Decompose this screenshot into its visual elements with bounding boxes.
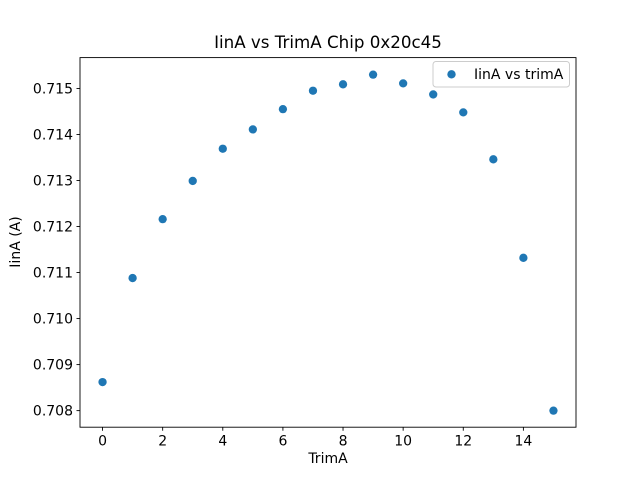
x-tick-label: 2 [158,434,167,450]
x-tick-label: 12 [454,434,472,450]
y-tick-label: 0.713 [33,173,73,189]
y-tick-label: 0.708 [33,404,73,420]
chart-title: IinA vs TrimA Chip 0x20c45 [214,32,442,52]
x-tick-label: 0 [98,434,107,450]
y-tick-label: 0.709 [33,358,73,374]
data-point [338,80,348,89]
scatter-points [98,70,558,415]
data-point [278,105,288,114]
y-tick-label: 0.712 [33,219,73,235]
y-tick-label: 0.711 [33,265,73,281]
data-point [429,90,438,99]
data-point [549,406,558,415]
x-axis-ticks: 0 2 4 6 8 10 12 14 [98,427,532,450]
x-tick-label: 4 [218,434,227,450]
data-point [218,144,227,153]
data-point [98,377,107,387]
y-axis-label: IinA (A) [8,216,24,267]
data-point [128,273,137,283]
x-tick-label: 10 [394,434,412,450]
data-point [368,70,378,79]
legend-label: IinA vs trimA [474,67,564,83]
data-point [248,125,257,134]
data-point [489,155,498,164]
y-tick-label: 0.714 [33,127,73,143]
y-axis-ticks: 0.708 0.709 0.710 0.711 0.712 0.713 0.714 0.715 [33,81,80,420]
legend-box [432,61,570,88]
plot-area [79,57,577,428]
data-point [158,215,167,224]
data-point [459,108,468,117]
data-point [188,176,197,186]
x-tick-label: 8 [339,434,348,450]
data-point [399,79,408,88]
x-tick-label: 14 [514,434,532,450]
legend: IinA vs trimA [432,61,570,88]
x-axis-label: TrimA [307,451,348,467]
legend-marker-icon [447,70,456,79]
y-tick-label: 0.715 [33,81,73,97]
data-point [519,253,528,262]
data-point [308,86,318,95]
y-tick-label: 0.710 [33,311,73,327]
x-tick-label: 6 [278,434,287,450]
